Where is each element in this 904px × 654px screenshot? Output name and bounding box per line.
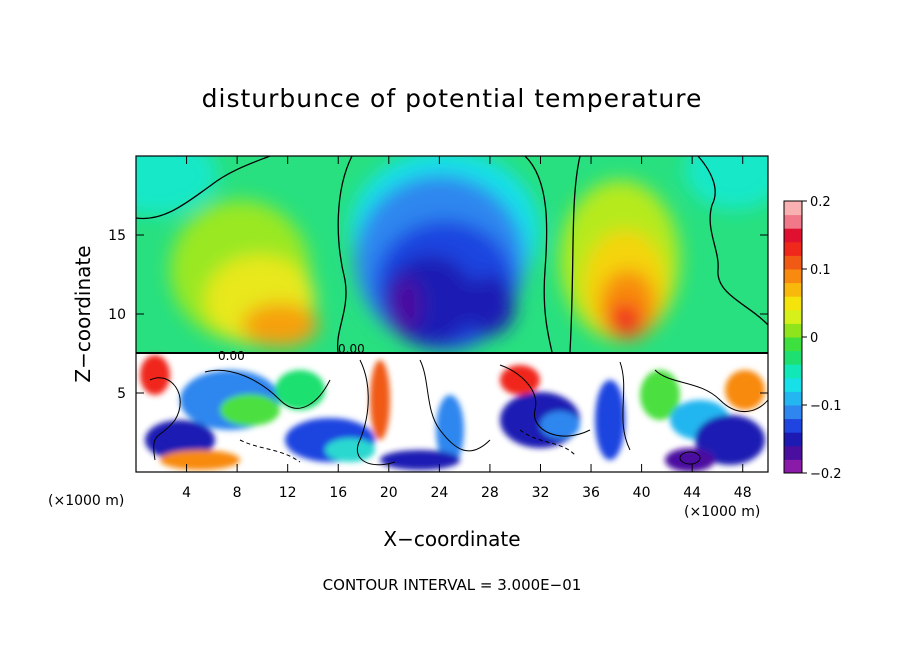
colorbar-segment xyxy=(784,282,802,297)
x-tick-label: 32 xyxy=(532,485,550,501)
y-tick-label: 5 xyxy=(117,386,126,402)
x-axis-ticks: 4 8 12 16 20 24 28 32 36 40 44 48 xyxy=(182,156,752,501)
colorbar-ticks: 0.2 0.1 0 −0.1 −0.2 xyxy=(802,195,842,482)
contour-label: 0.00 xyxy=(218,349,245,363)
x-tick-label: 48 xyxy=(734,485,752,501)
colorbar-segment xyxy=(784,255,802,270)
colorbar-segment xyxy=(784,269,802,284)
x-tick-label: 24 xyxy=(430,485,448,501)
x-tick-label: 8 xyxy=(233,485,242,501)
chart-title: disturbunce of potential temperature xyxy=(201,84,703,113)
x-axis-label: X−coordinate xyxy=(383,527,520,551)
y-axis-ticks: 5 10 15 xyxy=(108,228,768,402)
x-tick-label: 36 xyxy=(582,485,600,501)
colorbar-tick-label: 0.1 xyxy=(810,263,831,278)
colorbar-segment xyxy=(784,445,802,460)
x-tick-label: 12 xyxy=(279,485,297,501)
contour-interval-note: CONTOUR INTERVAL = 3.000E−01 xyxy=(322,576,582,594)
colorbar-segment xyxy=(784,432,802,447)
colorbar-segment xyxy=(784,228,802,243)
colorbar-tick-label: 0 xyxy=(810,331,818,346)
colorbar-tick-label: 0.2 xyxy=(810,195,831,210)
colorbar-segment xyxy=(784,350,802,365)
colorbar-segment xyxy=(784,201,802,216)
x-tick-label: 20 xyxy=(380,485,398,501)
colorbar-segment xyxy=(784,241,802,256)
colorbar-segment xyxy=(784,405,802,420)
colorbar-segment xyxy=(784,309,802,324)
contour-label: 0.00 xyxy=(338,342,365,356)
y-tick-label: 10 xyxy=(108,307,126,323)
colorbar-segment xyxy=(784,214,802,229)
colorbar-segment xyxy=(784,377,802,392)
colorbar-tick-label: −0.1 xyxy=(810,399,842,414)
x-tick-label: 44 xyxy=(683,485,701,501)
colorbar-segment xyxy=(784,323,802,338)
x-tick-label: 28 xyxy=(481,485,499,501)
colorbar-segment xyxy=(784,418,802,433)
colorbar-segment xyxy=(784,391,802,406)
x-unit-right: (×1000 m) xyxy=(684,504,760,520)
x-unit-left: (×1000 m) xyxy=(48,493,124,509)
y-axis-label: Z−coordinate xyxy=(71,245,95,382)
x-tick-label: 4 xyxy=(182,485,191,501)
heatmap-field xyxy=(136,156,768,472)
x-tick-label: 40 xyxy=(633,485,651,501)
colorbar xyxy=(784,201,802,474)
colorbar-segment xyxy=(784,296,802,311)
colorbar-tick-label: −0.2 xyxy=(810,467,842,482)
y-tick-label: 15 xyxy=(108,228,126,244)
colorbar-segment xyxy=(784,337,802,352)
x-tick-label: 16 xyxy=(329,485,347,501)
colorbar-segment xyxy=(784,364,802,379)
colorbar-segment xyxy=(784,459,802,474)
